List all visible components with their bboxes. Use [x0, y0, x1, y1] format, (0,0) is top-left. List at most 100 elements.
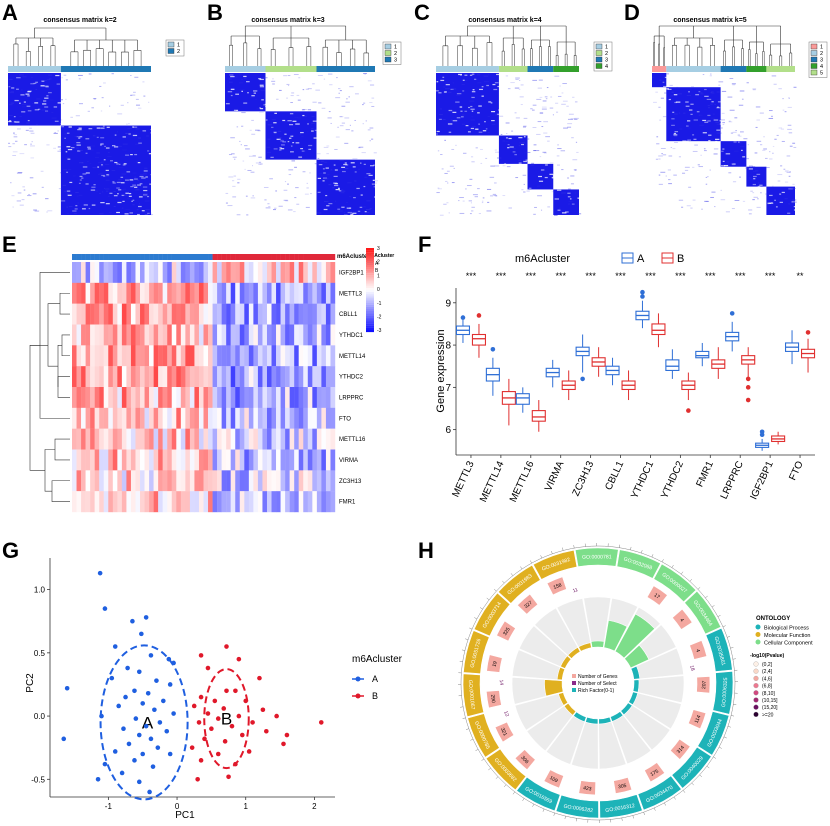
rich-factor-bar [603, 620, 628, 652]
consensus-noise [730, 132, 734, 134]
consensus-noise [45, 111, 48, 113]
consensus-noise [659, 79, 662, 81]
consensus-noise [574, 118, 578, 120]
consensus-noise [58, 188, 62, 190]
consensus-noise [738, 141, 740, 143]
consensus-noise [665, 175, 667, 177]
gene-count-bar [517, 593, 539, 615]
consensus-noise [113, 195, 118, 197]
consensus-noise [118, 179, 122, 181]
consensus-noise [42, 103, 47, 105]
heatmap-cell [72, 428, 77, 450]
scale-step [366, 269, 374, 272]
heatmap-cell [257, 345, 263, 367]
pvalue-label: (15,20] [762, 705, 778, 711]
consensus-noise [543, 152, 547, 154]
heatmap-cell [140, 282, 145, 304]
annotation-cell [217, 254, 222, 260]
consensus-noise [117, 193, 119, 195]
consensus-noise [742, 156, 746, 158]
heatmap-cell [239, 387, 245, 409]
consensus-noise [255, 129, 260, 131]
tick-mark [495, 776, 499, 779]
consensus-noise [699, 124, 704, 126]
heatmap-cell [135, 366, 141, 388]
consensus-noise [670, 147, 673, 149]
annotation-cell [90, 254, 95, 260]
consensus-noise [8, 86, 11, 88]
pca-point [119, 770, 125, 776]
heatmap-cell [303, 449, 308, 471]
tick-mark [542, 808, 545, 812]
consensus-noise [344, 142, 349, 144]
x-tick-label: ZC3H13 [571, 459, 597, 498]
consensus-noise [659, 119, 662, 121]
tick-mark [540, 555, 542, 559]
consensus-noise [90, 189, 96, 191]
tick-mark [731, 715, 735, 717]
heatmap-cell [307, 387, 313, 409]
consensus-noise [282, 119, 286, 122]
consensus-noise [534, 206, 537, 208]
consensus-noise [135, 161, 138, 163]
heatmap-cell [316, 366, 322, 388]
consensus-noise [530, 108, 533, 110]
consensus-noise [338, 190, 342, 192]
consensus-noise [528, 187, 532, 189]
pca-point [212, 698, 218, 704]
heatmap-cell [144, 282, 150, 304]
consensus-noise [31, 102, 34, 104]
consensus-noise [94, 157, 100, 159]
heatmap-cell [117, 282, 123, 304]
consensus-noise [506, 133, 508, 135]
consensus-noise [227, 91, 233, 93]
consensus-noise [139, 185, 142, 187]
heatmap-cell [90, 303, 95, 325]
heatmap-cell [153, 366, 159, 388]
ontology-sector [616, 549, 661, 579]
consensus-noise [66, 206, 69, 208]
consensus-noise [478, 131, 483, 133]
consensus-noise [755, 106, 761, 108]
consensus-noise [561, 103, 566, 105]
consensus-noise [455, 101, 460, 103]
heatmap-cell [81, 449, 86, 471]
heatmap-cell [162, 262, 168, 284]
heatmap-cell [330, 366, 336, 388]
y-tick-label: 0.0 [34, 712, 46, 721]
consensus-noise [484, 121, 486, 123]
consensus-noise [51, 117, 57, 119]
consensus-noise [21, 111, 26, 113]
legend-swatch [810, 43, 818, 50]
consensus-noise [75, 192, 79, 194]
heatmap-cell [72, 262, 77, 284]
heatmap-cell [253, 449, 259, 471]
consensus-noise [768, 190, 771, 192]
consensus-noise [481, 200, 484, 202]
scale-tick: 1 [377, 273, 380, 279]
gene-label: YTHDC2 [339, 375, 364, 381]
consensus-noise [112, 181, 115, 183]
heatmap-cell [230, 345, 236, 367]
consensus-noise [505, 75, 509, 77]
consensus-noise [341, 170, 346, 173]
consensus-noise [323, 146, 329, 148]
consensus-noise [23, 189, 26, 191]
consensus-noise [87, 146, 91, 148]
consensus-noise [533, 213, 536, 215]
consensus-noise [494, 165, 500, 167]
consensus-noise [493, 88, 498, 91]
consensus-noise [476, 74, 481, 76]
consensus-noise [271, 126, 274, 129]
consensus-noise [542, 100, 547, 102]
heatmap-cell [307, 345, 313, 367]
y-tick-label: 0.5 [34, 649, 46, 658]
consensus-noise [99, 172, 103, 174]
consensus-noise [546, 87, 549, 89]
consensus-noise [453, 119, 457, 121]
annotation-cell [226, 254, 231, 260]
consensus-block [652, 73, 667, 88]
annotation-cell [198, 254, 204, 260]
consensus-noise [127, 102, 129, 104]
consensus-noise [250, 171, 255, 173]
